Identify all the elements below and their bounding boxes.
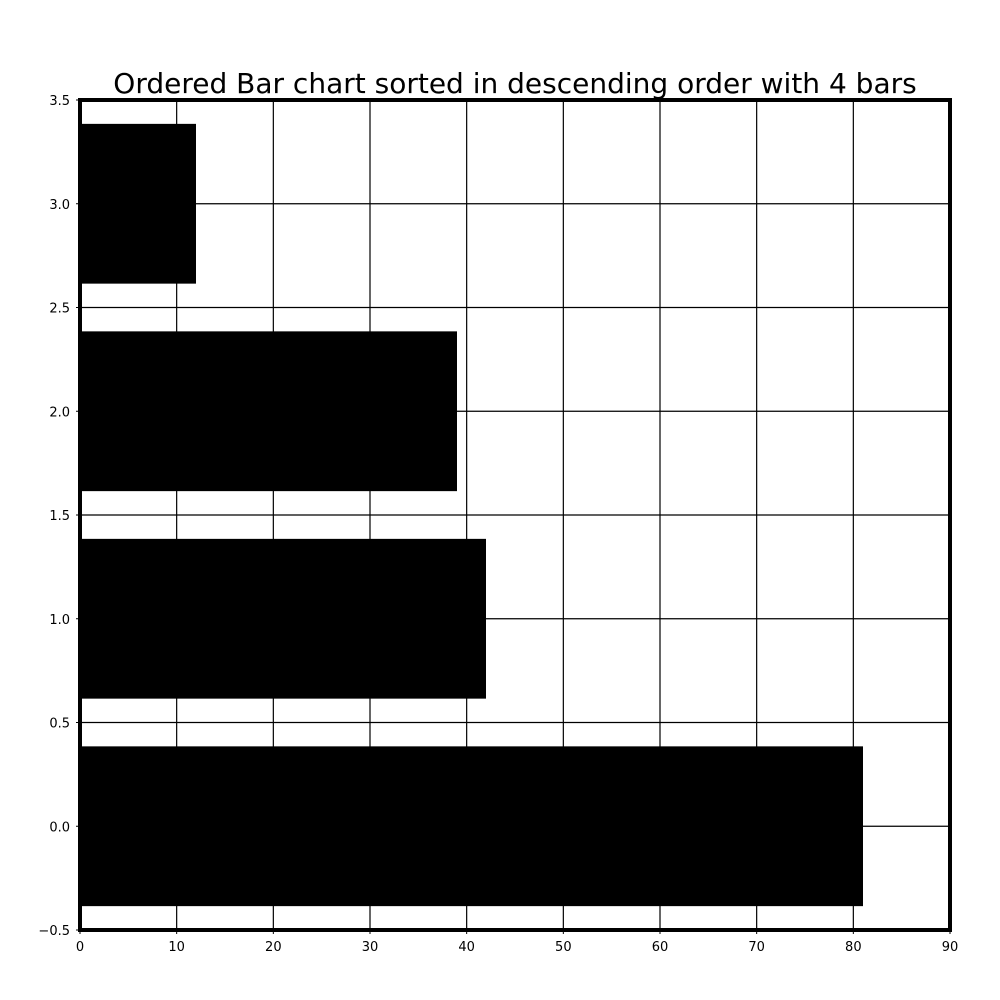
- y-tick-label-2: 0.5: [49, 717, 70, 732]
- x-tick-label-8: 80: [845, 940, 862, 955]
- x-tick-label-9: 90: [942, 940, 959, 955]
- y-tick-label-0: −0.5: [38, 924, 70, 939]
- x-tick-label-2: 20: [265, 940, 282, 955]
- bars: [80, 123, 863, 907]
- y-tick-label-1: 0.0: [49, 820, 70, 835]
- y-tick-label-8: 3.5: [49, 94, 70, 109]
- bar-3: [80, 123, 196, 284]
- tick-marks: [76, 99, 951, 934]
- bar-1: [80, 538, 486, 699]
- x-tick-label-1: 10: [168, 940, 185, 955]
- y-tick-label-6: 2.5: [49, 302, 70, 317]
- y-axis-tick-labels: −0.5 0.0 0.5 1.0 1.5 2.0 2.5 3.0 3.5: [38, 94, 70, 939]
- chart-title: Ordered Bar chart sorted in descending o…: [113, 67, 916, 100]
- bar-2: [80, 331, 457, 492]
- x-tick-label-6: 60: [652, 940, 669, 955]
- x-tick-label-4: 40: [458, 940, 475, 955]
- x-tick-label-5: 50: [555, 940, 572, 955]
- y-tick-label-4: 1.5: [49, 509, 70, 524]
- bar-0: [80, 746, 863, 907]
- y-tick-label-5: 2.0: [49, 405, 70, 420]
- y-tick-label-3: 1.0: [49, 613, 70, 628]
- x-tick-label-0: 0: [76, 940, 84, 955]
- x-tick-label-3: 30: [362, 940, 379, 955]
- x-tick-label-7: 70: [748, 940, 765, 955]
- x-axis-tick-labels: 0 10 20 30 40 50 60 70 80 90: [76, 940, 958, 955]
- y-tick-label-7: 3.0: [49, 198, 70, 213]
